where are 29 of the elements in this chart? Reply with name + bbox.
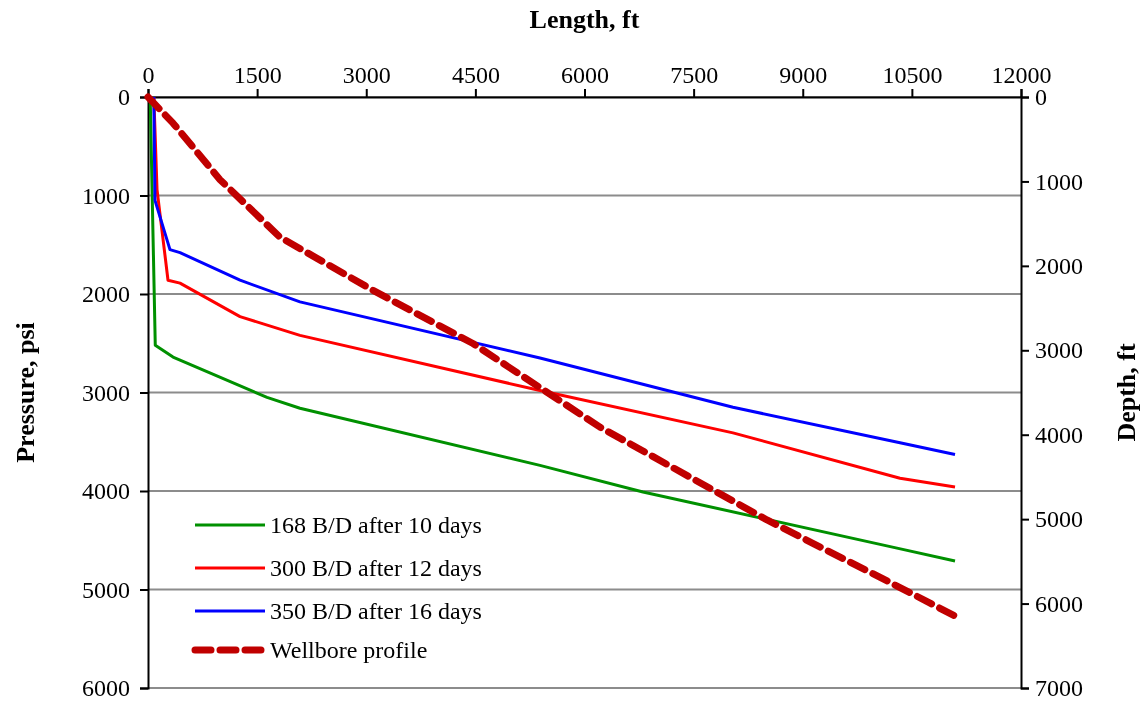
x-tick-label: 0 — [142, 62, 155, 88]
y2-tick-label: 6000 — [1035, 590, 1083, 617]
legend-label: 350 B/D after 16 days — [270, 598, 482, 624]
y2-axis-title: Depth, ft — [1112, 343, 1141, 442]
y2-tick-label: 2000 — [1035, 253, 1083, 280]
x-tick-label: 3000 — [342, 62, 391, 88]
legend-label: Wellbore profile — [270, 637, 428, 663]
x-tick-label: 10500 — [882, 62, 943, 88]
x-tick-label: 9000 — [779, 62, 828, 88]
legend-label: 168 B/D after 10 days — [270, 512, 482, 538]
x-tick-label: 7500 — [670, 62, 719, 88]
y-tick-label: 4000 — [82, 478, 130, 505]
y2-tick-label: 7000 — [1035, 675, 1083, 702]
y2-tick-label: 4000 — [1035, 421, 1083, 448]
y-tick-label: 0 — [118, 84, 130, 111]
y2-tick-label: 1000 — [1035, 168, 1083, 195]
y-tick-label: 5000 — [82, 576, 130, 603]
y-tick-label: 1000 — [82, 182, 130, 209]
y-axis-title: Pressure, psi — [11, 322, 40, 463]
x-axis-title: Length, ft — [529, 5, 640, 34]
y2-tick-label: 3000 — [1035, 337, 1083, 364]
y-tick-label: 2000 — [82, 281, 130, 308]
y-tick-label: 6000 — [82, 675, 130, 702]
y2-tick-label: 5000 — [1035, 506, 1083, 533]
x-tick-label: 6000 — [561, 62, 609, 88]
legend-label: 300 B/D after 12 days — [270, 555, 482, 581]
x-tick-label: 4500 — [451, 62, 500, 88]
y-tick-label: 3000 — [82, 379, 130, 406]
x-tick-label: 1500 — [233, 62, 282, 88]
